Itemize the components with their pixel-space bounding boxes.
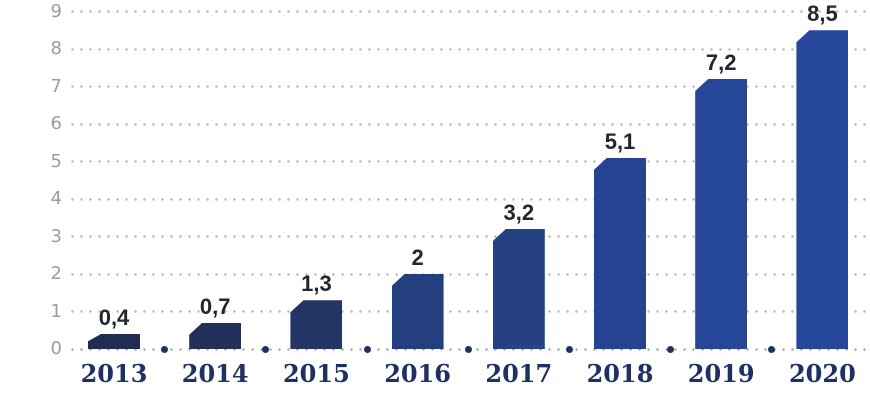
- category-separator-dot: [565, 345, 573, 353]
- category-separator-dot: [363, 345, 371, 353]
- bar-2019: [695, 79, 748, 349]
- gridline: [68, 160, 870, 163]
- category-separator-dot: [768, 345, 776, 353]
- bar-value-label: 1,3: [301, 271, 332, 297]
- y-axis-tick-label: 5: [50, 150, 62, 172]
- x-axis-year-label: 2015: [282, 359, 350, 388]
- category-separator-dot: [667, 345, 675, 353]
- y-axis-tick-label: 0: [50, 338, 62, 359]
- bar-2018: [594, 157, 646, 349]
- x-axis-year-label: 2016: [384, 359, 451, 388]
- y-axis-tick-label: 1: [50, 300, 62, 322]
- bar-value-label: 3,2: [503, 200, 535, 225]
- x-axis-year-label: 2014: [181, 359, 249, 388]
- gridline: [68, 47, 870, 51]
- bar-value-label: 0,4: [98, 305, 130, 330]
- x-axis-year-label: 2013: [80, 359, 148, 388]
- gridline: [68, 235, 870, 238]
- y-axis-tick-label: 4: [50, 188, 62, 209]
- bar-2016: [391, 274, 444, 349]
- y-axis-tick-label: 3: [50, 225, 62, 247]
- gridline: [68, 197, 870, 201]
- y-axis-tick-label: 7: [50, 75, 62, 97]
- bar-2017: [492, 229, 545, 349]
- y-axis-tick-label: 2: [50, 263, 62, 284]
- bar-2015: [290, 300, 343, 349]
- x-axis-year-label: 2020: [788, 359, 856, 388]
- gridline: [68, 85, 870, 88]
- bar-value-label: 8,5: [807, 1, 838, 27]
- bar-value-label: 2: [411, 245, 424, 270]
- gridline: [68, 310, 870, 313]
- bar-2014: [189, 322, 242, 349]
- bar-2020: [796, 30, 849, 349]
- gridline: [68, 122, 870, 126]
- bar-value-label: 5,1: [604, 128, 636, 154]
- x-axis-year-label: 2018: [586, 359, 654, 388]
- y-axis-tick-label: 8: [50, 38, 62, 59]
- y-axis-tick-label: 9: [50, 0, 62, 22]
- category-separator-dot: [262, 345, 270, 353]
- bar-value-label: 7,2: [705, 50, 737, 75]
- category-separator-dot: [464, 345, 472, 353]
- category-separator-dot: [161, 345, 169, 353]
- x-axis-year-label: 2017: [485, 359, 553, 388]
- gridline: [68, 272, 870, 276]
- bar-2013: [88, 334, 140, 349]
- bar-value-label: 0,7: [199, 293, 231, 319]
- x-axis-year-label: 2019: [687, 359, 755, 388]
- gridline: [68, 10, 870, 13]
- y-axis-tick-label: 6: [50, 113, 62, 134]
